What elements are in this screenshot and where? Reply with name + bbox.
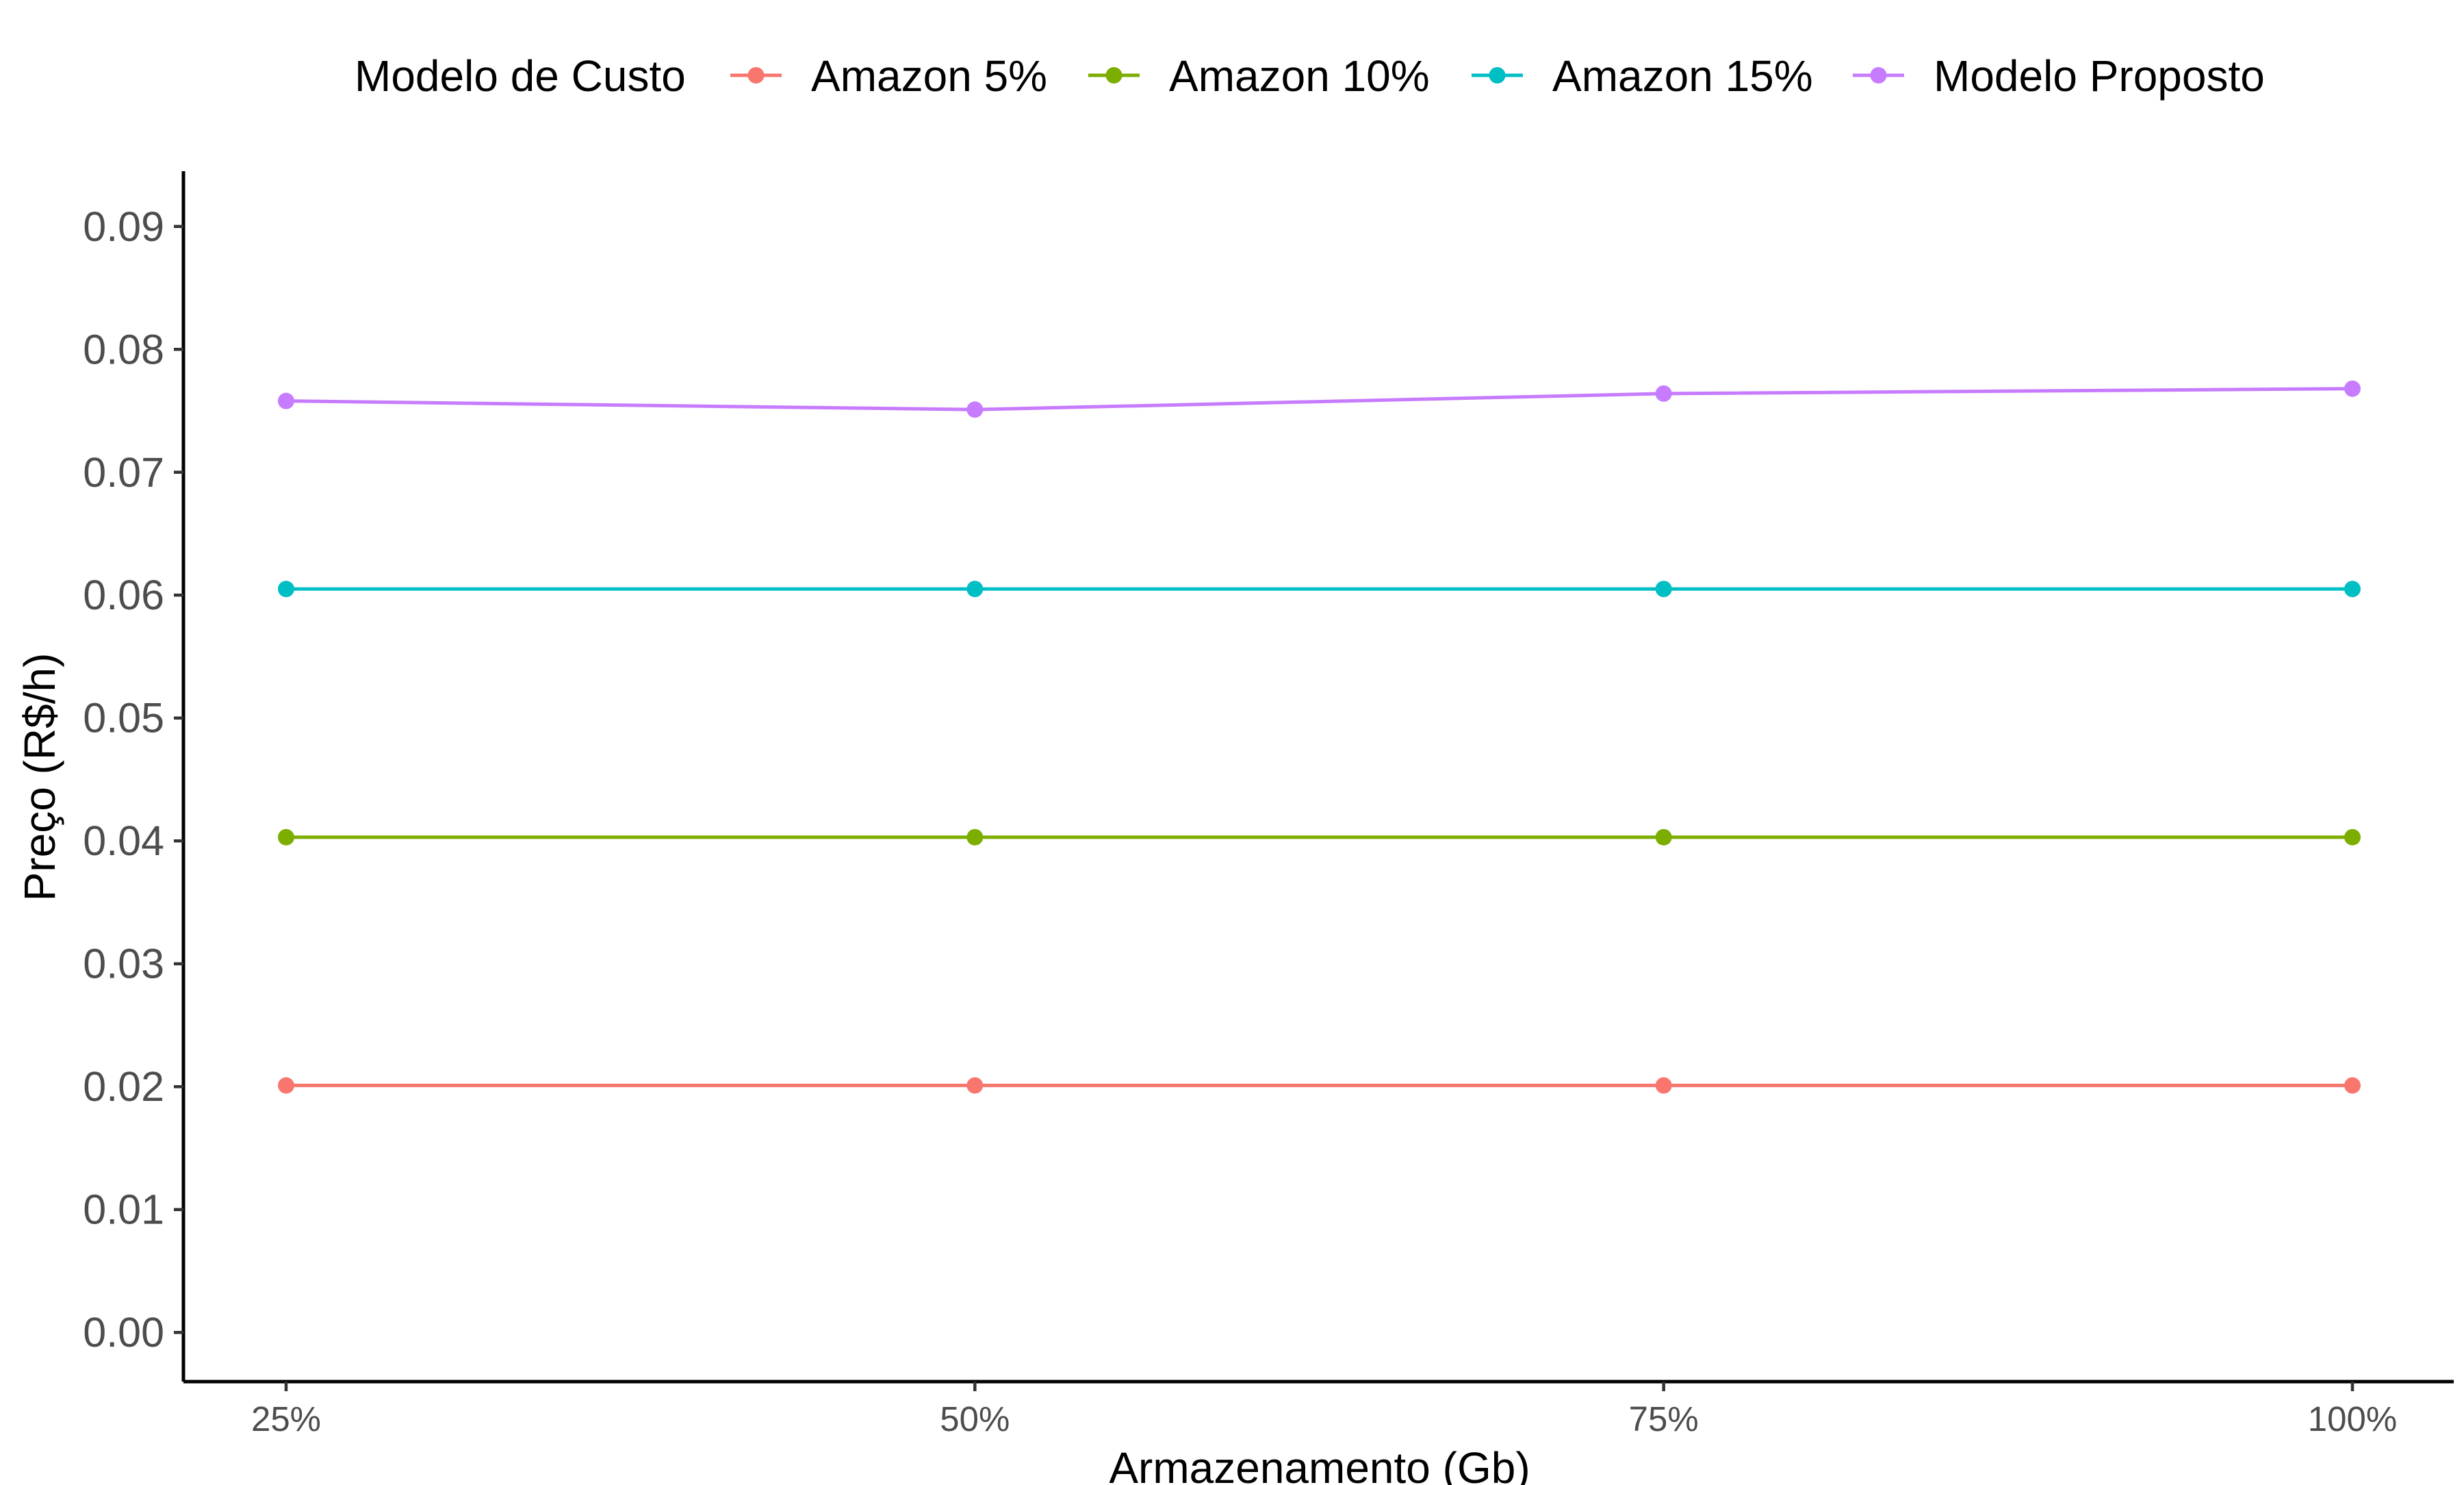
y-axis-title: Preço (R$/h) [15,653,64,902]
legend: Modelo de Custo Amazon 5% Amazon 10% Amazo… [355,51,2265,101]
x-axis: 25% 50% 75% 100% [183,1380,2454,1438]
legend-label: Amazon 10% [1169,51,1430,101]
x-tick-label: 100% [2308,1399,2397,1438]
y-tick-label: 0.03 [83,941,164,987]
data-point [1655,1077,1672,1094]
legend-key-point [1489,67,1506,84]
y-tick-label: 0.05 [83,695,164,741]
series-line [285,387,2353,411]
legend-label: Amazon 5% [811,51,1047,101]
data-point [278,1077,294,1094]
legend-items: Amazon 5% Amazon 10% Amazon 15% Modelo Prop… [730,51,2265,101]
legend-item: Amazon 5% [730,51,1047,101]
x-tick-label: 25% [251,1399,321,1438]
data-point [966,828,984,846]
y-tick-label: 0.08 [83,326,164,372]
legend-label: Modelo Proposto [1934,51,2265,101]
data-point [278,581,294,598]
data-point [966,581,984,598]
y-axis: 0.00 0.01 0.02 0.03 0.04 0.05 0.06 0.07 0.08 0.09 [83,171,185,1382]
series [278,581,2361,598]
legend-key-point [747,67,765,84]
y-tick-label: 0.01 [83,1186,164,1233]
data-point [2344,828,2361,846]
data-point [2344,1077,2361,1094]
y-tick-label: 0.06 [83,572,164,618]
series-group [278,380,2361,1094]
legend-item: Amazon 10% [1088,51,1430,101]
x-tick-label: 75% [1629,1399,1699,1438]
y-tick-label: 0.02 [83,1063,164,1110]
series [278,380,2361,418]
x-axis-title: Armazenamento (Gb) [1109,1443,1530,1485]
data-point [278,828,294,846]
series [278,828,2361,846]
data-point [2344,581,2361,598]
legend-key-point [1870,67,1887,84]
y-tick-label: 0.04 [83,817,164,864]
data-point [966,1077,984,1094]
data-point [2344,380,2361,397]
data-point [966,401,984,418]
data-point [1655,385,1672,402]
y-tick-label: 0.09 [83,203,164,250]
series [278,1077,2361,1094]
y-tick-label: 0.00 [83,1309,164,1356]
legend-item: Amazon 15% [1472,51,1813,101]
legend-key-point [1105,67,1122,84]
data-point [1655,828,1672,846]
legend-item: Modelo Proposto [1853,51,2265,101]
data-point [1655,581,1672,598]
legend-label: Amazon 15% [1552,51,1813,101]
x-tick-label: 50% [940,1399,1010,1438]
legend-title: Modelo de Custo [355,51,686,101]
data-point [278,392,294,409]
y-tick-label: 0.07 [83,449,164,496]
